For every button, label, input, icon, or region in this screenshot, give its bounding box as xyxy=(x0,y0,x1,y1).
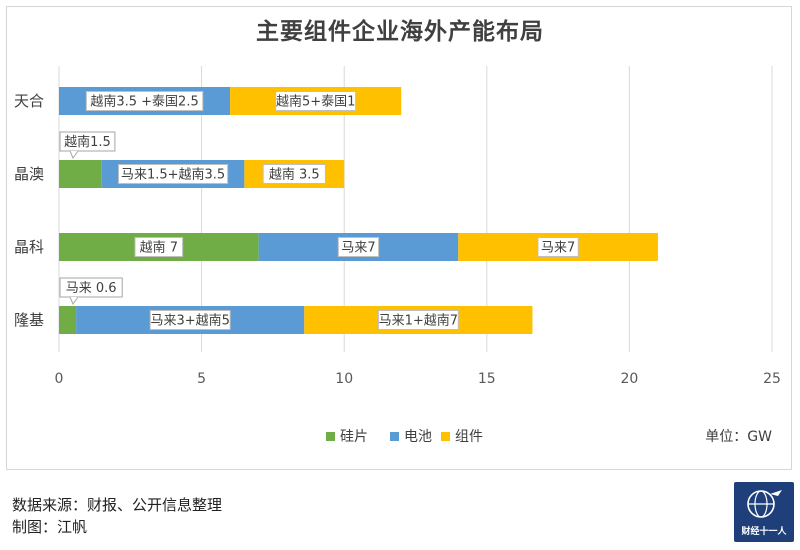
data-label: 马来3+越南5 xyxy=(150,313,229,329)
category-label: 晶科 xyxy=(14,238,44,256)
data-label: 马来7 xyxy=(541,241,575,256)
data-source: 数据来源：财报、公开信息整理 xyxy=(12,496,223,514)
brand-logo: 财经十一人 xyxy=(734,482,794,542)
chart-author: 制图：江帆 xyxy=(12,518,88,536)
chart-title: 主要组件企业海外产能布局 xyxy=(256,19,544,45)
category-label: 天合 xyxy=(14,92,44,110)
data-label: 越南 3.5 xyxy=(269,167,320,183)
data-label-box xyxy=(59,131,116,152)
data-label-box xyxy=(59,277,123,298)
legend-label: 电池 xyxy=(404,429,432,445)
x-tick-label: 15 xyxy=(478,371,496,387)
legend-swatch xyxy=(326,432,335,441)
legend-swatch xyxy=(390,432,399,441)
legend-label: 组件 xyxy=(455,429,483,445)
data-label-box xyxy=(134,237,184,257)
data-label-box xyxy=(118,164,229,184)
data-label-box xyxy=(85,91,204,111)
category-label: 晶澳 xyxy=(14,165,44,183)
x-tick-label: 25 xyxy=(763,371,781,387)
data-label-box xyxy=(149,310,231,330)
globe-icon xyxy=(747,490,782,518)
x-tick-label: 20 xyxy=(620,371,638,387)
x-tick-label: 5 xyxy=(197,371,206,387)
legend-label: 硅片 xyxy=(340,429,368,445)
bar-segment xyxy=(59,306,77,334)
data-label-box xyxy=(537,237,579,257)
bar-segment xyxy=(59,160,102,188)
data-label-box xyxy=(275,91,357,111)
data-label: 马来 0.6 xyxy=(66,281,117,296)
callout-pointer xyxy=(69,150,79,160)
data-label: 越南5+泰国1 xyxy=(276,94,355,110)
legend-swatch xyxy=(441,432,450,441)
data-label: 马来1+越南7 xyxy=(379,313,458,329)
x-tick-label: 0 xyxy=(55,371,64,387)
category-label: 隆基 xyxy=(14,311,44,329)
data-label: 越南3.5 +泰国2.5 xyxy=(90,94,198,110)
callout-pointer xyxy=(69,296,79,306)
data-label: 马来1.5+越南3.5 xyxy=(121,167,225,183)
data-label-box xyxy=(262,164,326,184)
unit-label: 单位：GW xyxy=(705,429,772,445)
data-label: 马来7 xyxy=(341,241,375,256)
data-label-box xyxy=(377,310,459,330)
data-label: 越南 7 xyxy=(140,240,178,256)
x-tick-label: 10 xyxy=(335,371,353,387)
logo-text: 财经十一人 xyxy=(741,527,787,537)
data-label-box xyxy=(337,237,380,257)
data-label: 越南1.5 xyxy=(64,134,111,150)
